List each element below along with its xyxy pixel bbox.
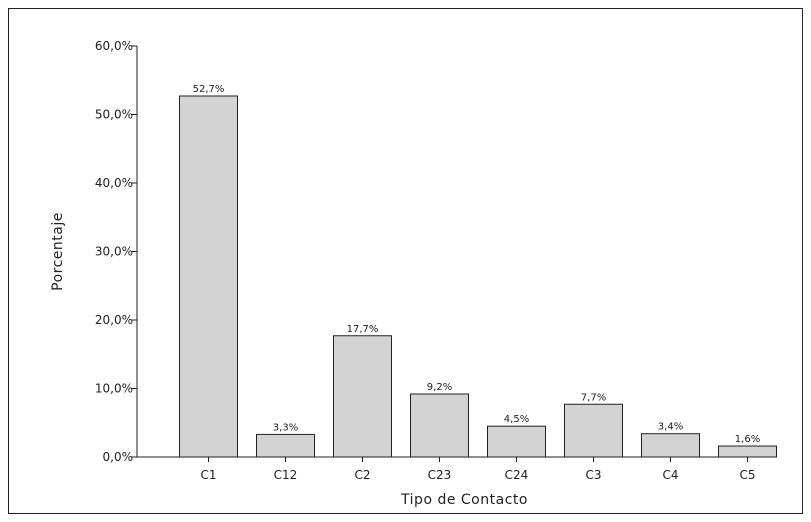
- bar-c2: [333, 335, 392, 458]
- data-labels: 52,7% 3,3% 17,7% 9,2% 4,5% 7,7% 3,4% 1,6%: [193, 84, 761, 445]
- x-tick-label: C23: [428, 468, 452, 482]
- y-tick-label: 10,0%: [95, 382, 133, 396]
- x-tick-label: C4: [662, 468, 678, 482]
- y-axis-title: Porcentaje: [50, 212, 66, 291]
- x-axis-title: Tipo de Contacto: [400, 492, 528, 508]
- x-tick-label: C3: [585, 468, 601, 482]
- x-tick-label: C5: [739, 468, 755, 482]
- bars: [179, 95, 777, 458]
- data-label: 52,7%: [193, 84, 225, 95]
- data-label: 4,5%: [504, 414, 529, 425]
- bar-c3: [564, 403, 623, 458]
- x-tick-label: C1: [200, 468, 216, 482]
- x-tick-label: C12: [274, 468, 298, 482]
- y-tick-label: 20,0%: [95, 313, 133, 327]
- bar-c1: [179, 95, 238, 458]
- x-axis: C1 C12 C2 C23 C24 C3 C4 C5: [137, 456, 772, 482]
- bar-c5: [718, 445, 777, 458]
- y-tick-label: 40,0%: [95, 176, 133, 190]
- data-label: 3,4%: [658, 422, 683, 433]
- bar-c12: [256, 433, 315, 458]
- y-tick-label: 50,0%: [95, 108, 133, 122]
- bar-c24: [487, 425, 546, 458]
- y-tick-label: 0,0%: [103, 450, 134, 464]
- x-tick-label: C2: [354, 468, 370, 482]
- data-label: 7,7%: [581, 392, 606, 403]
- x-tick-label: C24: [505, 468, 529, 482]
- y-tick-label: 60,0%: [95, 39, 133, 53]
- data-label: 17,7%: [347, 324, 379, 335]
- data-label: 3,3%: [273, 422, 298, 433]
- bar-c4: [641, 433, 700, 458]
- y-tick-label: 30,0%: [95, 245, 133, 259]
- chart-frame: [8, 8, 803, 514]
- data-label: 1,6%: [735, 434, 760, 445]
- data-label: 9,2%: [427, 382, 452, 393]
- bar-c23: [410, 393, 469, 458]
- y-axis: 0,0% 10,0% 20,0% 30,0% 40,0% 50,0% 60,0%: [95, 39, 138, 464]
